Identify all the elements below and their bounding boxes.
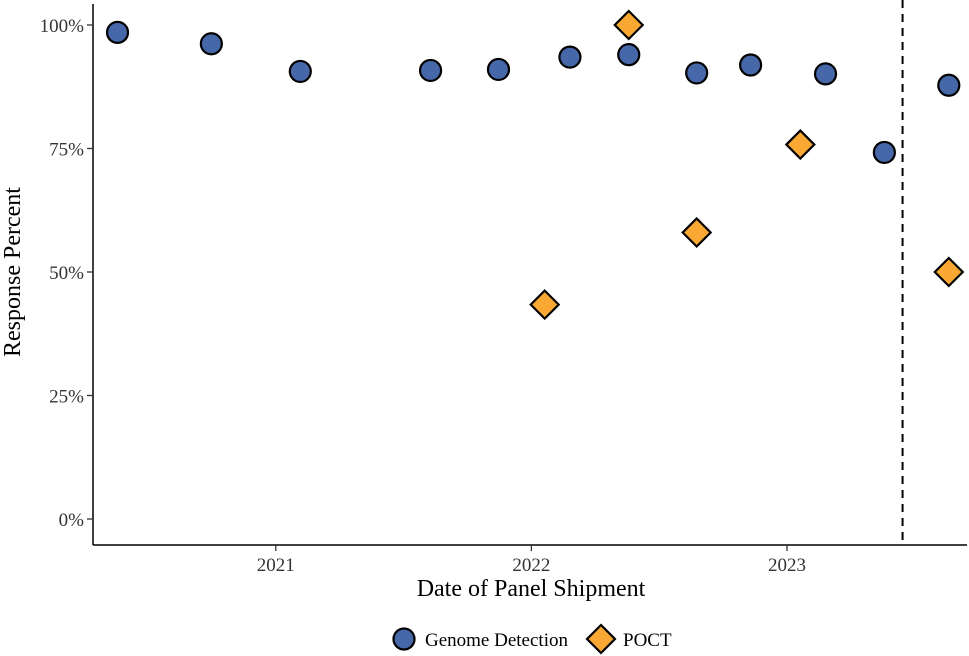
- point-genome-detection: [685, 61, 709, 85]
- point-genome-detection: [105, 20, 130, 45]
- y-tick-label: 75%: [49, 140, 84, 161]
- point-genome-detection: [739, 53, 763, 77]
- legend: Genome Detection POCT: [392, 623, 672, 655]
- x-tick-label: 2023: [768, 555, 806, 576]
- legend-poct-label: POCT: [623, 630, 672, 651]
- point-poct: [784, 128, 816, 161]
- x-axis-ticks: 2021 2022 2023: [257, 545, 806, 576]
- plot-panel: [92, 4, 967, 546]
- point-genome-detection: [813, 62, 838, 86]
- point-poct: [681, 216, 713, 249]
- point-genome-detection: [418, 58, 443, 83]
- x-tick-label: 2022: [512, 555, 550, 576]
- data-points: [105, 9, 965, 321]
- y-axis-title: Response Percent: [0, 187, 26, 357]
- x-axis-title: Date of Panel Shipment: [417, 576, 646, 602]
- y-axis-ticks: 0% 25% 50% 75% 100%: [40, 16, 93, 531]
- point-genome-detection: [872, 140, 896, 165]
- point-poct: [529, 289, 561, 321]
- point-genome-detection: [558, 45, 582, 69]
- y-tick-label: 100%: [40, 16, 85, 37]
- y-tick-label: 25%: [49, 387, 84, 408]
- point-genome-detection: [199, 32, 223, 56]
- point-genome-detection: [486, 57, 511, 82]
- legend-genome-detection-marker: [392, 627, 416, 651]
- point-genome-detection: [288, 59, 312, 84]
- y-tick-label: 0%: [59, 510, 85, 531]
- legend-genome-detection-label: Genome Detection: [425, 630, 568, 651]
- point-poct: [613, 9, 645, 41]
- point-genome-detection: [617, 43, 641, 67]
- point-genome-detection: [937, 73, 961, 97]
- point-poct: [933, 256, 965, 288]
- y-tick-label: 50%: [49, 263, 84, 284]
- legend-poct-marker: [585, 623, 617, 655]
- x-tick-label: 2021: [257, 555, 295, 576]
